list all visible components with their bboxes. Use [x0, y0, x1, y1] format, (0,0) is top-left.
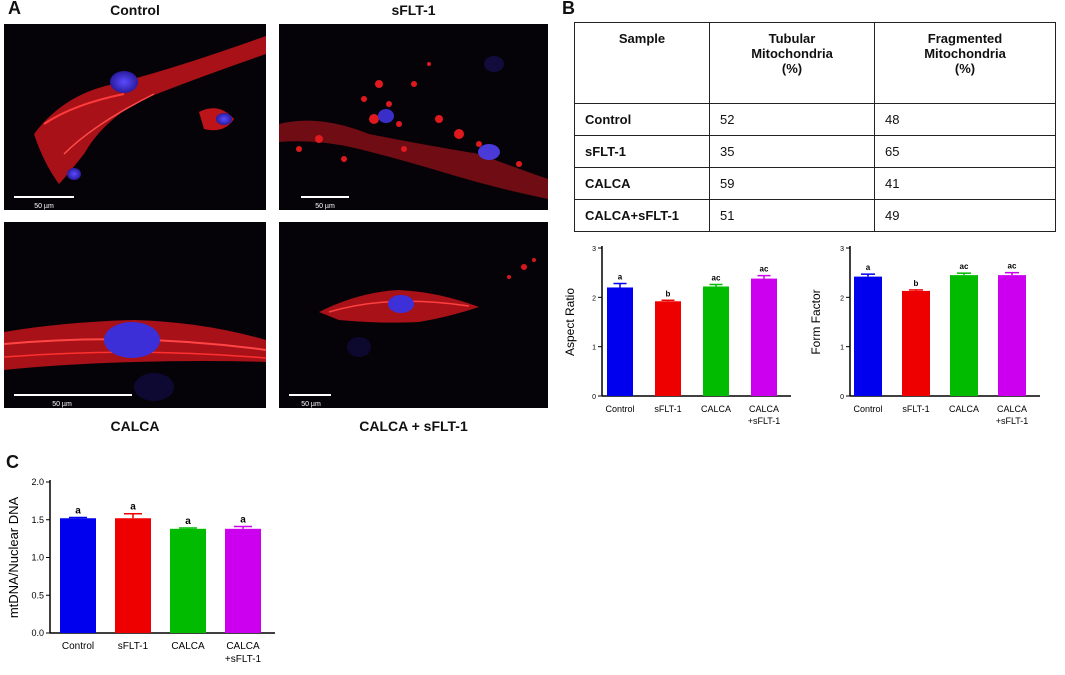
y-tick-label: 1: [592, 345, 596, 352]
bar: [998, 275, 1026, 396]
table-cell: 48: [874, 103, 1056, 136]
x-tick-label: CALCA: [949, 404, 979, 414]
table-row: CALCA+sFLT-1 51 49: [574, 199, 1056, 232]
scale-bar-label: 50 µm: [52, 401, 72, 408]
mtdna-chart: 0.0 0.5 1.0 1.5 2.0 mtDNA/Nuclear DNA a Control…: [0, 470, 290, 675]
significance-label: b: [666, 289, 671, 298]
scale-bar-label: 50 µm: [315, 203, 335, 210]
table-cell: 52: [709, 103, 875, 136]
significance-label: a: [618, 273, 623, 282]
image-label-calca-sflt1: CALCA + sFLT-1: [359, 418, 468, 434]
table-cell: CALCA+sFLT-1: [574, 199, 710, 232]
x-tick-label: Control: [62, 641, 94, 652]
image-label-calca: CALCA: [110, 418, 160, 434]
significance-label: a: [130, 502, 136, 513]
table-header-sample: Sample: [574, 22, 710, 104]
table-cell: 65: [874, 135, 1056, 168]
micrograph-calca: 50 µm: [4, 222, 266, 408]
significance-label: a: [240, 515, 246, 526]
y-tick-label: 0.5: [31, 590, 44, 600]
bar: [607, 287, 633, 396]
y-axis-label: Aspect Ratio: [563, 288, 577, 356]
bar: [225, 528, 261, 633]
y-axis-label: Form Factor: [809, 289, 823, 354]
table-cell: CALCA: [574, 167, 710, 200]
x-tick-label: Control: [605, 404, 634, 414]
table-row: Control 52 48: [574, 103, 1056, 136]
x-tick-label: Control: [853, 404, 882, 414]
y-tick-label: 0.0: [31, 628, 44, 638]
y-tick-label: 3: [840, 246, 844, 253]
table-row: sFLT-1 35 65: [574, 135, 1056, 168]
significance-label: ac: [760, 265, 769, 274]
y-tick-label: 0: [840, 394, 844, 401]
bar: [115, 518, 151, 633]
micrograph-control: 50 µm: [4, 24, 266, 210]
bar: [854, 276, 882, 396]
y-tick-label: 1.5: [31, 515, 44, 525]
bar: [950, 275, 978, 396]
panel-letter-c: C: [6, 452, 19, 472]
table-cell: 35: [709, 135, 875, 168]
image-label-sflt1: sFLT-1: [391, 2, 436, 18]
y-tick-label: 2: [592, 295, 596, 302]
x-tick-label: CALCA +sFLT-1: [996, 404, 1029, 426]
bar: [170, 528, 206, 633]
significance-label: ac: [712, 274, 721, 283]
panel-letter-a: A: [8, 0, 21, 18]
image-label-control: Control: [110, 2, 160, 18]
significance-label: a: [866, 263, 871, 272]
y-tick-label: 1.0: [31, 553, 44, 563]
table-header-fragmented: Fragmented Mitochondria (%): [874, 22, 1056, 104]
bar: [60, 518, 96, 633]
y-tick-label: 1: [840, 345, 844, 352]
y-axis-label: mtDNA/Nuclear DNA: [6, 496, 21, 618]
significance-label: a: [185, 516, 191, 527]
table-cell: 41: [874, 167, 1056, 200]
y-tick-label: 2: [840, 295, 844, 302]
bar: [655, 301, 681, 396]
aspect-ratio-chart: 0 1 2 3 Aspect Ratio a Control b sFLT-1 ac CALCA ac…: [560, 240, 820, 445]
micrograph-calca-sflt1: 50 µm: [279, 222, 548, 408]
form-factor-chart: 0 1 2 3 Form Factor a Control b sFLT-1 ac CALCA ac C…: [806, 240, 1064, 445]
x-tick-label: sFLT-1: [902, 404, 929, 414]
micrograph-sflt1: 50 µm: [279, 24, 548, 210]
y-tick-label: 2.0: [31, 477, 44, 487]
scale-bar-label: 50 µm: [301, 401, 321, 408]
table-cell: 51: [709, 199, 875, 232]
significance-label: ac: [960, 262, 969, 271]
x-tick-label: CALCA: [701, 404, 731, 414]
table-row: CALCA 59 41: [574, 167, 1056, 200]
panel-letter-b: B: [562, 0, 575, 18]
x-tick-label: CALCA: [171, 641, 205, 652]
table-cell: 49: [874, 199, 1056, 232]
significance-label: ac: [1008, 262, 1017, 271]
bar: [902, 290, 930, 396]
significance-label: a: [75, 505, 81, 516]
x-tick-label: sFLT-1: [654, 404, 681, 414]
x-tick-label: CALCA +sFLT-1: [748, 404, 781, 426]
table-header-tubular: Tubular Mitochondria (%): [709, 22, 875, 104]
table-cell: Control: [574, 103, 710, 136]
y-tick-label: 3: [592, 246, 596, 253]
bar: [703, 286, 729, 396]
x-tick-label: sFLT-1: [118, 641, 149, 652]
scale-bar-label: 50 µm: [34, 203, 54, 210]
mitochondria-table: Sample Tubular Mitochondria (%) Fragment…: [574, 22, 1056, 232]
bar: [751, 278, 777, 396]
x-tick-label: CALCA +sFLT-1: [225, 641, 262, 665]
y-tick-label: 0: [592, 394, 596, 401]
table-cell: 59: [709, 167, 875, 200]
significance-label: b: [914, 279, 919, 288]
table-cell: sFLT-1: [574, 135, 710, 168]
